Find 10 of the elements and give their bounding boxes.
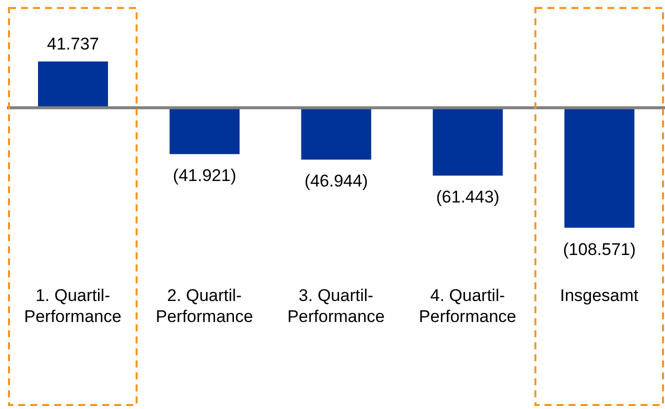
data-label: (108.571) [563,240,636,259]
data-label: (61.443) [436,188,500,207]
x-tick-label: 4. Quartil-Performance [418,286,516,326]
data-label: (41.921) [172,166,236,186]
x-tick-label: Insgesamt [560,286,639,305]
x-tick-label: 2. Quartil-Performance [156,286,254,326]
data-label: 41.737 [47,34,99,54]
x-tick-label: 3. Quartil-Performance [287,286,385,326]
data-label: (46.944) [304,172,368,191]
x-tick-label: 1. Quartil-Performance [24,286,122,326]
